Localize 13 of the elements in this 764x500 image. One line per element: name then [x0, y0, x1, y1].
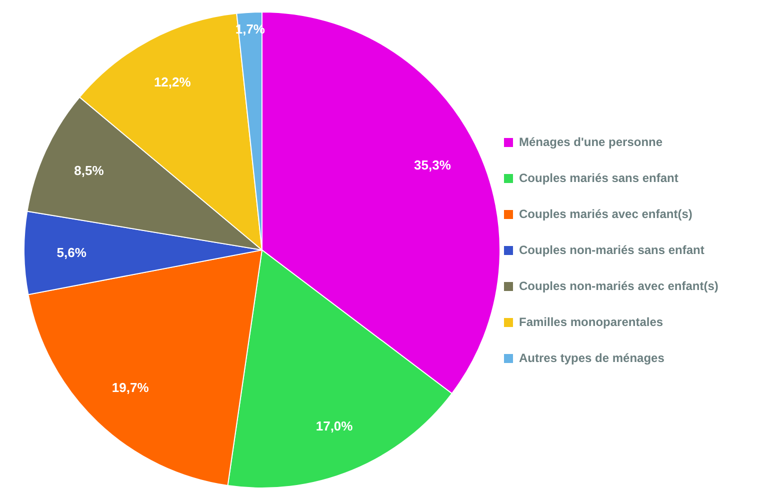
data-label: 19,7% — [112, 380, 150, 396]
data-label: 5,6% — [56, 244, 87, 260]
legend-label: Ménages d'une personne — [519, 135, 663, 149]
data-label: 17,0% — [316, 418, 354, 434]
legend-label: Autres types de ménages — [519, 351, 664, 365]
legend-label: Couples mariés avec enfant(s) — [519, 207, 692, 221]
data-label: 35,3% — [414, 158, 452, 173]
data-label: 12,2% — [154, 74, 192, 90]
legend-label: Couples mariés sans enfant — [519, 171, 678, 185]
legend-label: Couples non-mariés sans enfant — [519, 243, 704, 257]
legend-label: Familles monoparentales — [519, 315, 664, 329]
data-label: 8,5% — [74, 163, 104, 178]
legend-label: Couples non-mariés avec enfant(s) — [519, 279, 718, 293]
